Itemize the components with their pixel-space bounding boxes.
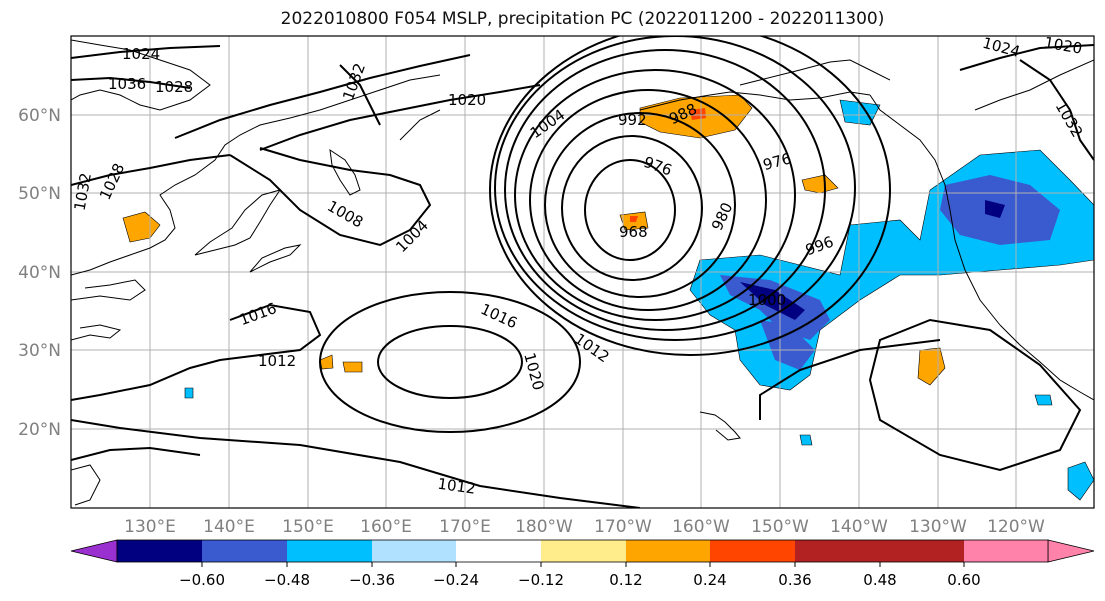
isobar-label: 992 (618, 111, 647, 129)
isobar-label: 1024 (122, 45, 160, 63)
lon-label: 140°W (830, 517, 888, 537)
colorbar-swatch (710, 540, 795, 562)
precipitation-shading (122, 94, 1094, 501)
colorbar-swatch (964, 540, 1048, 562)
colorbar-swatch (880, 540, 964, 562)
colorbar-tick-label: 0.48 (863, 571, 896, 589)
colorbar-swatch (795, 540, 880, 562)
colorbar-swatch (541, 540, 626, 562)
isobar-label: 1020 (1043, 33, 1084, 57)
colorbar: −0.60 −0.48 −0.36 −0.24 −0.12 0.12 0.24 … (70, 539, 1095, 589)
colorbar-swatch (626, 540, 710, 562)
colorbar-tick-label: 0.36 (778, 571, 811, 589)
colorbar-tick-label: −0.48 (264, 571, 310, 589)
map-title: 2022010800 F054 MSLP, precipitation PC (… (280, 9, 885, 29)
lon-label: 170°W (594, 517, 652, 537)
colorbar-swatch (287, 540, 372, 562)
colorbar-tick-label: 0.60 (947, 571, 980, 589)
isobar-label: 1000 (748, 291, 786, 309)
lat-label: 20°N (18, 420, 61, 440)
latitude-labels: 60°N 50°N 40°N 30°N 20°N (18, 106, 61, 440)
isobar-label: 1028 (155, 78, 193, 96)
lon-label: 140°E (203, 517, 255, 537)
lon-label: 120°W (987, 517, 1045, 537)
lat-label: 40°N (18, 263, 61, 283)
colorbar-swatch (456, 540, 541, 562)
lat-label: 60°N (18, 106, 61, 126)
isobar-label: 1012 (258, 352, 296, 370)
isobars (71, 36, 1094, 508)
colorbar-tick-label: −0.36 (349, 571, 395, 589)
coastlines (71, 39, 1094, 506)
lon-label: 160°W (672, 517, 730, 537)
colorbar-swatch (202, 540, 287, 562)
colorbar-tick-label: −0.60 (179, 571, 225, 589)
colorbar-swatch (117, 540, 202, 562)
colorbar-extend-max (1047, 539, 1095, 563)
isobar-label: 1012 (436, 475, 476, 498)
isobar-label: 1036 (108, 75, 146, 93)
isobar-label: 1032 (71, 171, 95, 212)
colorbar-tick-label: −0.12 (518, 571, 564, 589)
colorbar-tick-label: 0.12 (609, 571, 642, 589)
lon-label: 130°W (909, 517, 967, 537)
lon-label: 170°E (439, 517, 491, 537)
lon-label: 150°E (282, 517, 334, 537)
colorbar-tick-label: 0.24 (693, 571, 726, 589)
isobar-label: 968 (619, 223, 648, 241)
gridlines (71, 36, 1094, 508)
colorbar-frame (116, 539, 1049, 563)
lat-label: 30°N (18, 341, 61, 361)
lon-label: 150°W (751, 517, 809, 537)
colorbar-tick-label: −0.24 (433, 571, 479, 589)
isobar-label: 1020 (448, 91, 486, 109)
lon-label: 130°E (124, 517, 176, 537)
lon-label: 160°E (360, 517, 412, 537)
lat-label: 50°N (18, 184, 61, 204)
map-frame (70, 35, 1095, 509)
colorbar-swatch (372, 540, 456, 562)
colorbar-extend-min (70, 539, 118, 563)
lon-label: 180°W (515, 517, 573, 537)
longitude-labels: 130°E 140°E 150°E 160°E 170°E 180°W 170°… (124, 517, 1045, 537)
